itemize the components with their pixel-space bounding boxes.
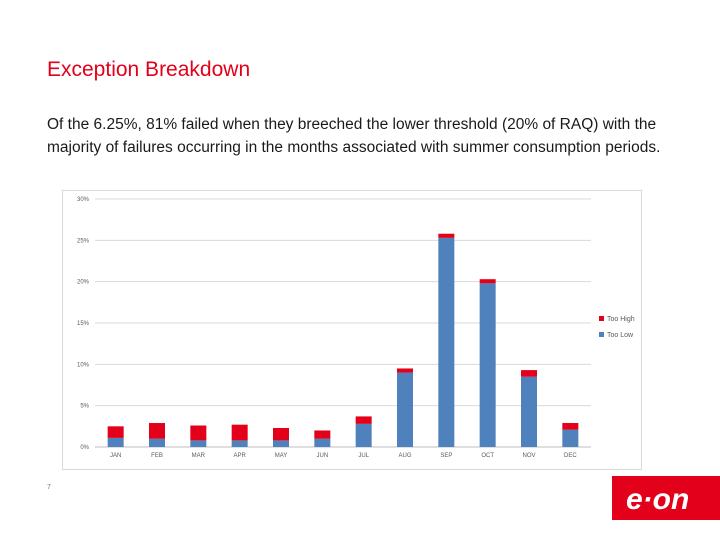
x-tick-label: MAY xyxy=(275,453,288,459)
bar-too-low xyxy=(397,372,413,447)
bar-too-low xyxy=(479,283,496,447)
y-tick-label: 20% xyxy=(77,280,90,286)
bar-too-high xyxy=(355,416,372,424)
bar-too-high xyxy=(397,368,413,373)
y-tick-label: 25% xyxy=(77,238,90,244)
y-tick-label: 15% xyxy=(77,321,90,327)
slide-body-text: Of the 6.25%, 81% failed when they breec… xyxy=(47,116,661,156)
legend-swatch xyxy=(599,332,604,337)
y-tick-label: 0% xyxy=(80,445,89,451)
bar-too-high xyxy=(479,279,496,284)
legend-swatch xyxy=(599,316,604,321)
bar-too-low xyxy=(521,376,537,447)
bar-too-low xyxy=(273,440,289,447)
x-tick-label: JUL xyxy=(358,453,369,459)
bar-too-low xyxy=(231,440,248,447)
legend-label: Too Low xyxy=(607,332,634,339)
bar-too-high xyxy=(438,233,455,238)
y-tick-label: 10% xyxy=(77,362,90,368)
legend-label: Too High xyxy=(607,316,635,323)
eon-logo: e·on xyxy=(612,476,720,520)
bar-too-high xyxy=(273,427,289,441)
x-tick-label: MAR xyxy=(192,453,206,459)
stacked-bar-chart: 0% 5% 10% 15% 20% 25% 30% JAN FEB MAR APR MAY JUN JUL… xyxy=(77,197,635,459)
x-tick-label: SEP xyxy=(440,453,452,459)
x-tick-label: DEC xyxy=(564,453,577,459)
bar-too-low xyxy=(355,423,372,447)
x-tick-label: NOV xyxy=(522,453,535,459)
logo-text: e·on xyxy=(626,483,689,516)
page-number: 7 xyxy=(47,484,51,491)
bar-too-high xyxy=(107,426,124,438)
bar-too-low xyxy=(438,237,455,447)
slide-title: Exception Breakdown xyxy=(47,58,251,81)
y-tick-label: 5% xyxy=(80,404,89,410)
x-tick-label: FEB xyxy=(151,453,163,459)
bar-too-low xyxy=(149,438,165,447)
bar-too-low xyxy=(562,429,579,447)
chart-area: 0% 5% 10% 15% 20% 25% 30% JAN FEB MAR APR MAY JUN JUL… xyxy=(62,190,642,470)
bar-too-low xyxy=(107,437,124,447)
bar-too-low xyxy=(314,438,331,447)
bar-too-high xyxy=(562,423,579,430)
x-tick-label: JUN xyxy=(316,453,328,459)
bar-too-high xyxy=(149,423,165,439)
bar-too-low xyxy=(190,440,207,447)
bar-too-high xyxy=(231,424,248,441)
x-tick-label: OCT xyxy=(481,453,494,459)
bar-too-high xyxy=(190,425,207,441)
bar-too-high xyxy=(314,430,331,439)
x-tick-label: JAN xyxy=(110,453,121,459)
y-tick-label: 30% xyxy=(77,197,90,203)
bar-too-high xyxy=(521,370,537,377)
x-tick-label: AUG xyxy=(398,453,411,459)
x-tick-label: APR xyxy=(233,453,246,459)
